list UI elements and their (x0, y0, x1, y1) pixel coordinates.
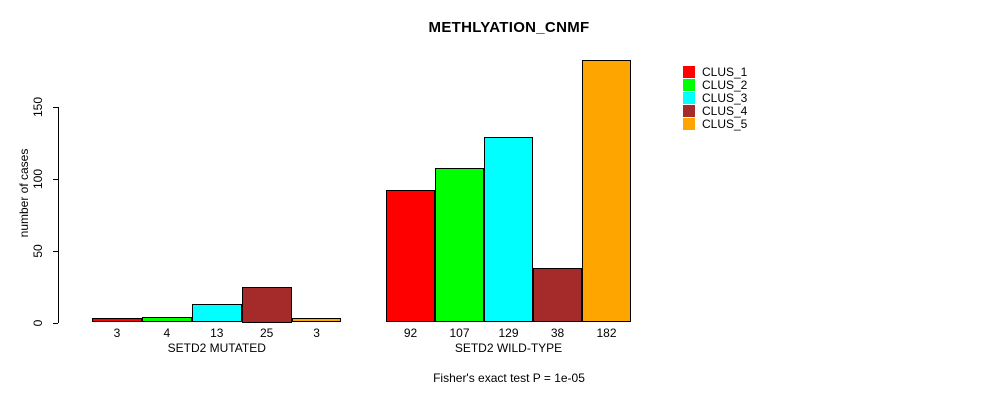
bar-clus_5-group2 (582, 60, 631, 323)
bar-clus_1-group1 (92, 318, 142, 323)
fisher-test-note: Fisher's exact test P = 1e-05 (433, 371, 585, 385)
bar-value-label: 25 (259, 326, 274, 340)
y-axis-tick-label: 0 (31, 319, 45, 326)
group-label-2: SETD2 WILD-TYPE (454, 341, 563, 355)
bar-value-label: 92 (403, 326, 418, 340)
legend-label-clus_2: CLUS_2 (702, 78, 748, 92)
legend-label-clus_5: CLUS_5 (702, 117, 748, 131)
y-axis-label: number of cases (17, 148, 31, 238)
legend-swatch-clus_2 (683, 79, 695, 91)
legend-label-clus_1: CLUS_1 (702, 65, 748, 79)
bar-clus_3-group2 (484, 136, 533, 323)
bar-value-label: 3 (113, 326, 121, 340)
y-axis-tick-label: 50 (31, 243, 45, 258)
bar-clus_2-group2 (435, 168, 484, 323)
bar-clus_4-group1 (241, 286, 292, 323)
bar-value-label: 107 (449, 326, 470, 340)
bar-clus_2-group1 (141, 316, 192, 323)
legend-swatch-clus_4 (683, 105, 695, 117)
legend-label-clus_3: CLUS_3 (702, 91, 748, 105)
y-axis-tick (53, 178, 58, 180)
bar-clus_1-group2 (386, 190, 435, 323)
legend-label-clus_4: CLUS_4 (702, 104, 748, 118)
y-axis-tick (53, 322, 58, 324)
bar-clus_5-group1 (291, 318, 342, 323)
bar-value-label: 182 (596, 326, 617, 340)
bar-clus_3-group1 (191, 303, 242, 323)
y-axis-tick-label: 150 (31, 96, 45, 117)
bar-value-label: 129 (498, 326, 519, 340)
y-axis-line (58, 106, 59, 323)
bar-value-label: 13 (210, 326, 224, 340)
y-axis-tick (53, 250, 58, 252)
bar-value-label: 38 (550, 326, 565, 340)
y-axis-tick-label: 100 (31, 168, 45, 189)
legend-swatch-clus_1 (683, 66, 695, 78)
chart-title: METHLYATION_CNMF (428, 19, 590, 36)
y-axis-tick (53, 106, 58, 108)
legend-swatch-clus_5 (683, 118, 695, 130)
bar-value-label: 3 (313, 326, 320, 340)
legend-swatch-clus_3 (683, 92, 695, 104)
group-label-1: SETD2 MUTATED (167, 341, 266, 355)
bar-value-label: 4 (163, 326, 171, 340)
bar-clus_4-group2 (533, 267, 582, 323)
